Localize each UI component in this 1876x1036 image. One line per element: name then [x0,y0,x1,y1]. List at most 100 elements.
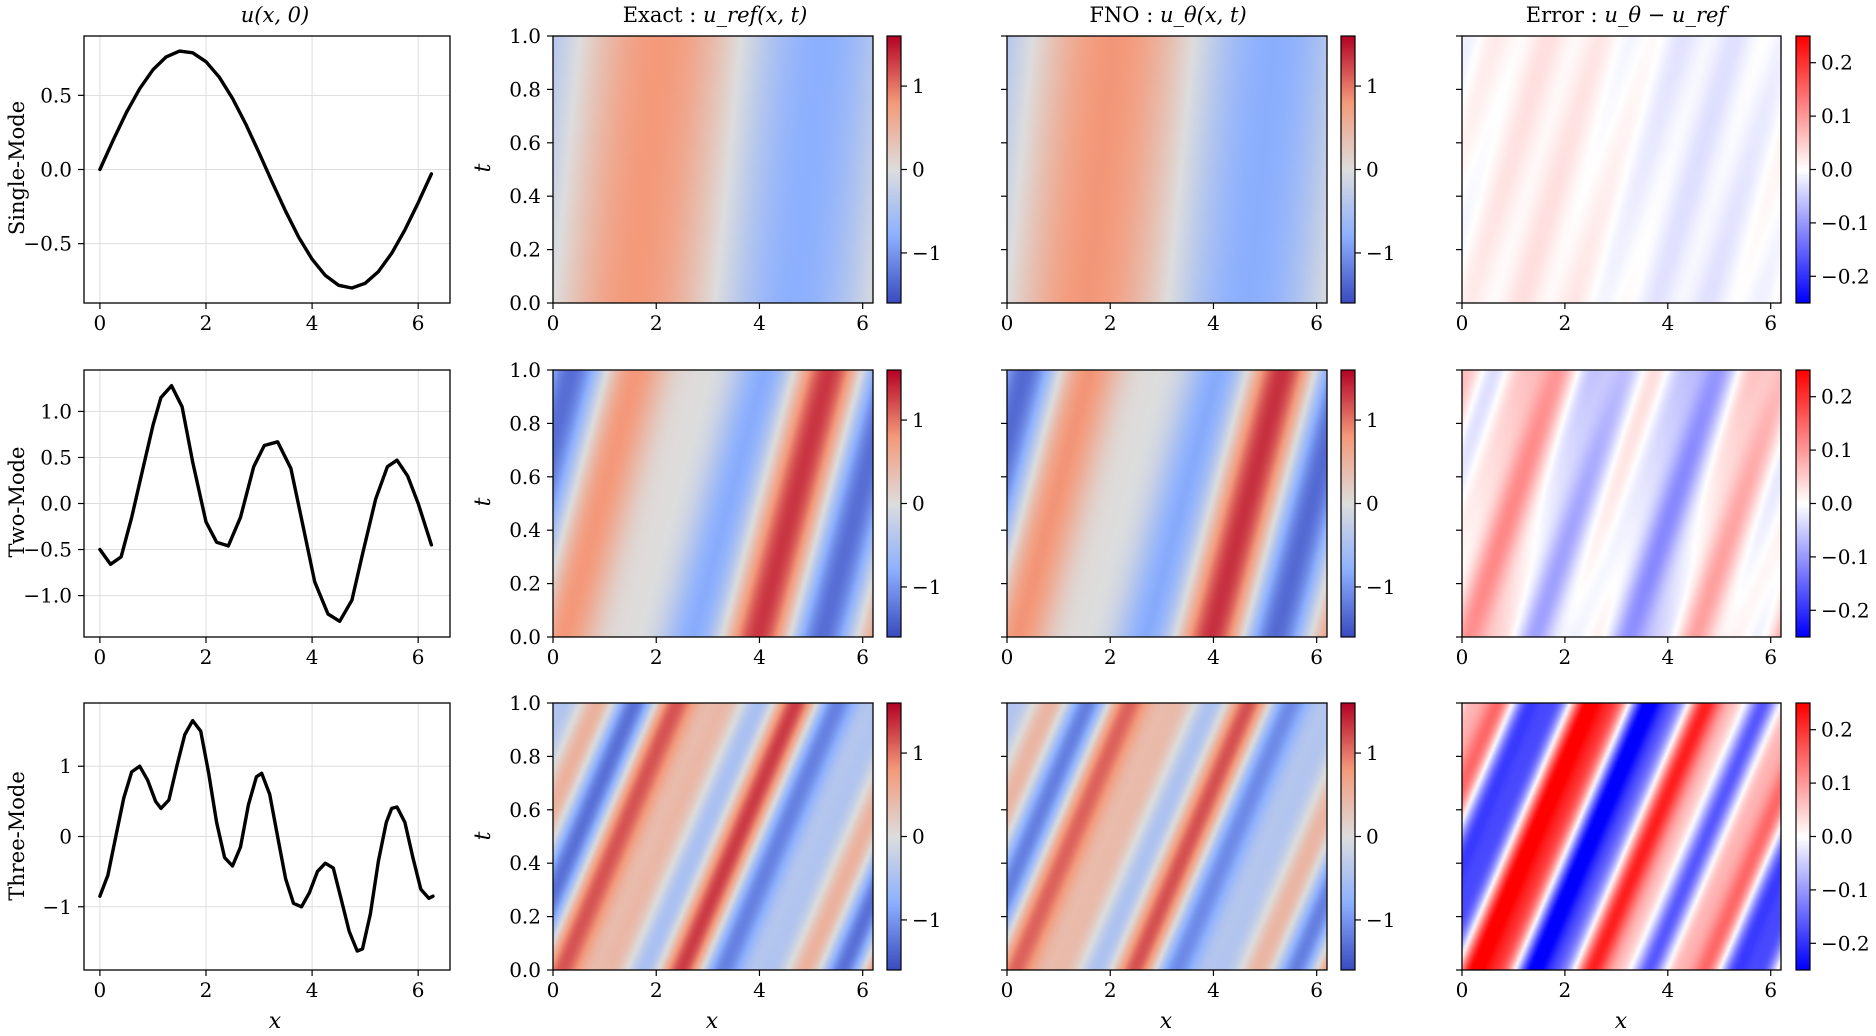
x-tick-label: 4 [1661,645,1674,669]
colorbar-gradient [1341,370,1355,637]
y-tick-label: −0.5 [23,232,72,256]
colorbar-tick-label: −0.2 [1821,264,1870,288]
colorbar-tick-label: 0 [912,825,925,849]
x-tick-label: 0 [1001,645,1014,669]
x-tick-label: 6 [412,311,425,335]
colorbar-gradient [1796,370,1810,637]
axes-frame [1006,702,1328,971]
x-tick-label: 2 [650,978,663,1002]
y-tick-label: 0.0 [509,958,541,982]
colorbar-tick-label: 1 [912,74,925,98]
y-tick-label: 0.0 [509,291,541,315]
colorbar-tick-label: 0.1 [1821,438,1853,462]
y-tick-label: 0.8 [509,77,541,101]
colorbar-tick-label: 0.0 [1821,158,1853,182]
colorbar-gradient [1341,36,1355,303]
x-tick-label: 2 [650,645,663,669]
y-tick-label: 0.4 [509,851,541,875]
heatmap-image [1462,370,1781,637]
x-tick-label: 6 [1310,978,1323,1002]
heatmap-image [553,370,873,637]
y-tick-label: 0.6 [509,131,541,155]
y-tick-label: 0.0 [40,492,72,516]
colorbar-tick-label: 1 [1366,74,1379,98]
x-tick-label: 2 [650,311,663,335]
x-tick-label: 4 [753,645,766,669]
colorbar-tick-label: 0.1 [1821,104,1853,128]
x-tick-label: 2 [1104,645,1117,669]
colorbar-tick-label: 0 [1366,158,1379,182]
title-col4-prefix: Error : [1526,3,1605,27]
y-tick-label: 0.5 [40,445,72,469]
heatmap-image [553,36,873,303]
colorbar-tick-label: −0.1 [1821,878,1870,902]
x-tick-label: 0 [547,645,560,669]
x-tick-label: 2 [200,978,213,1002]
colorbar-tick-label: −1 [1366,575,1395,599]
axes-frame [552,35,874,304]
x-label-col2: x [706,1009,719,1034]
x-tick-label: 4 [1207,645,1220,669]
x-tick-label: 2 [200,311,213,335]
x-tick-label: 4 [1661,978,1674,1002]
x-tick-label: 2 [1104,311,1117,335]
title-col2-math: u_ref(x, t) [703,3,807,27]
colorbar-tick-label: 1 [912,741,925,765]
x-tick-label: 0 [1001,311,1014,335]
x-tick-label: 6 [856,978,869,1002]
x-tick-label: 0 [1001,978,1014,1002]
x-tick-label: 6 [1310,311,1323,335]
heatmap-image [1462,36,1781,303]
x-tick-label: 4 [1207,311,1220,335]
colorbar-gradient [887,370,901,637]
x-label-col3: x [1160,1009,1173,1034]
title-col2-prefix: Exact : [623,3,703,27]
title-col4-math: u_θ − u_ref [1604,3,1729,27]
colorbar-tick-label: −1 [912,575,941,599]
y-tick-label: 0.8 [509,744,541,768]
colorbar-tick-label: 0 [912,492,925,516]
colorbar-gradient [887,703,901,970]
colorbar-tick-label: −1 [912,241,941,265]
x-label-col4: x [1615,1009,1628,1034]
x-tick-label: 6 [1310,645,1323,669]
row-label-three: Three-Mode [5,771,29,901]
colorbar-tick-label: −0.2 [1821,931,1870,955]
panels: 0 2 4 6−0.50.00.50 2 4 6−1.0−0.50.00.51.00 2 4 6−… [23,24,1869,1002]
heatmap-image [1007,703,1327,970]
x-tick-label: 6 [856,311,869,335]
axes-frame [552,369,874,638]
x-label-col1: x [269,1009,282,1034]
row-label-two: Two-Mode [5,447,29,558]
x-tick-label: 4 [753,978,766,1002]
colorbar-gradient [887,36,901,303]
y-tick-label: −0.5 [23,538,72,562]
y-tick-label: 0.8 [509,411,541,435]
x-tick-label: 4 [1207,978,1220,1002]
data-series-line [98,718,435,953]
colorbar-tick-label: 1 [1366,741,1379,765]
colorbar-tick-label: −1 [1366,908,1395,932]
y-tick-label: 0.2 [509,572,541,596]
colorbar-gradient [1796,36,1810,303]
colorbar-tick-label: −0.2 [1821,598,1870,622]
colorbar-gradient [1796,703,1810,970]
x-tick-label: 4 [306,978,319,1002]
y-tick-label: 1.0 [509,358,541,382]
x-tick-label: 6 [856,645,869,669]
t-label-row1: t [471,163,496,172]
x-tick-label: 4 [753,311,766,335]
colorbar-tick-label: 0.2 [1821,385,1853,409]
colorbar-tick-label: 0.0 [1821,492,1853,516]
colorbar-tick-label: 0 [1366,825,1379,849]
x-tick-label: 4 [1661,311,1674,335]
x-tick-label: 0 [94,311,107,335]
colorbar-tick-label: 0.2 [1821,718,1853,742]
x-tick-label: 0 [547,978,560,1002]
y-tick-label: 0.6 [509,465,541,489]
title-col4: Error : u_θ − u_ref [1526,3,1730,27]
title-col2: Exact : u_ref(x, t) [623,3,808,27]
colorbar-tick-label: −1 [1366,241,1395,265]
colorbar-tick-label: 0.1 [1821,771,1853,795]
